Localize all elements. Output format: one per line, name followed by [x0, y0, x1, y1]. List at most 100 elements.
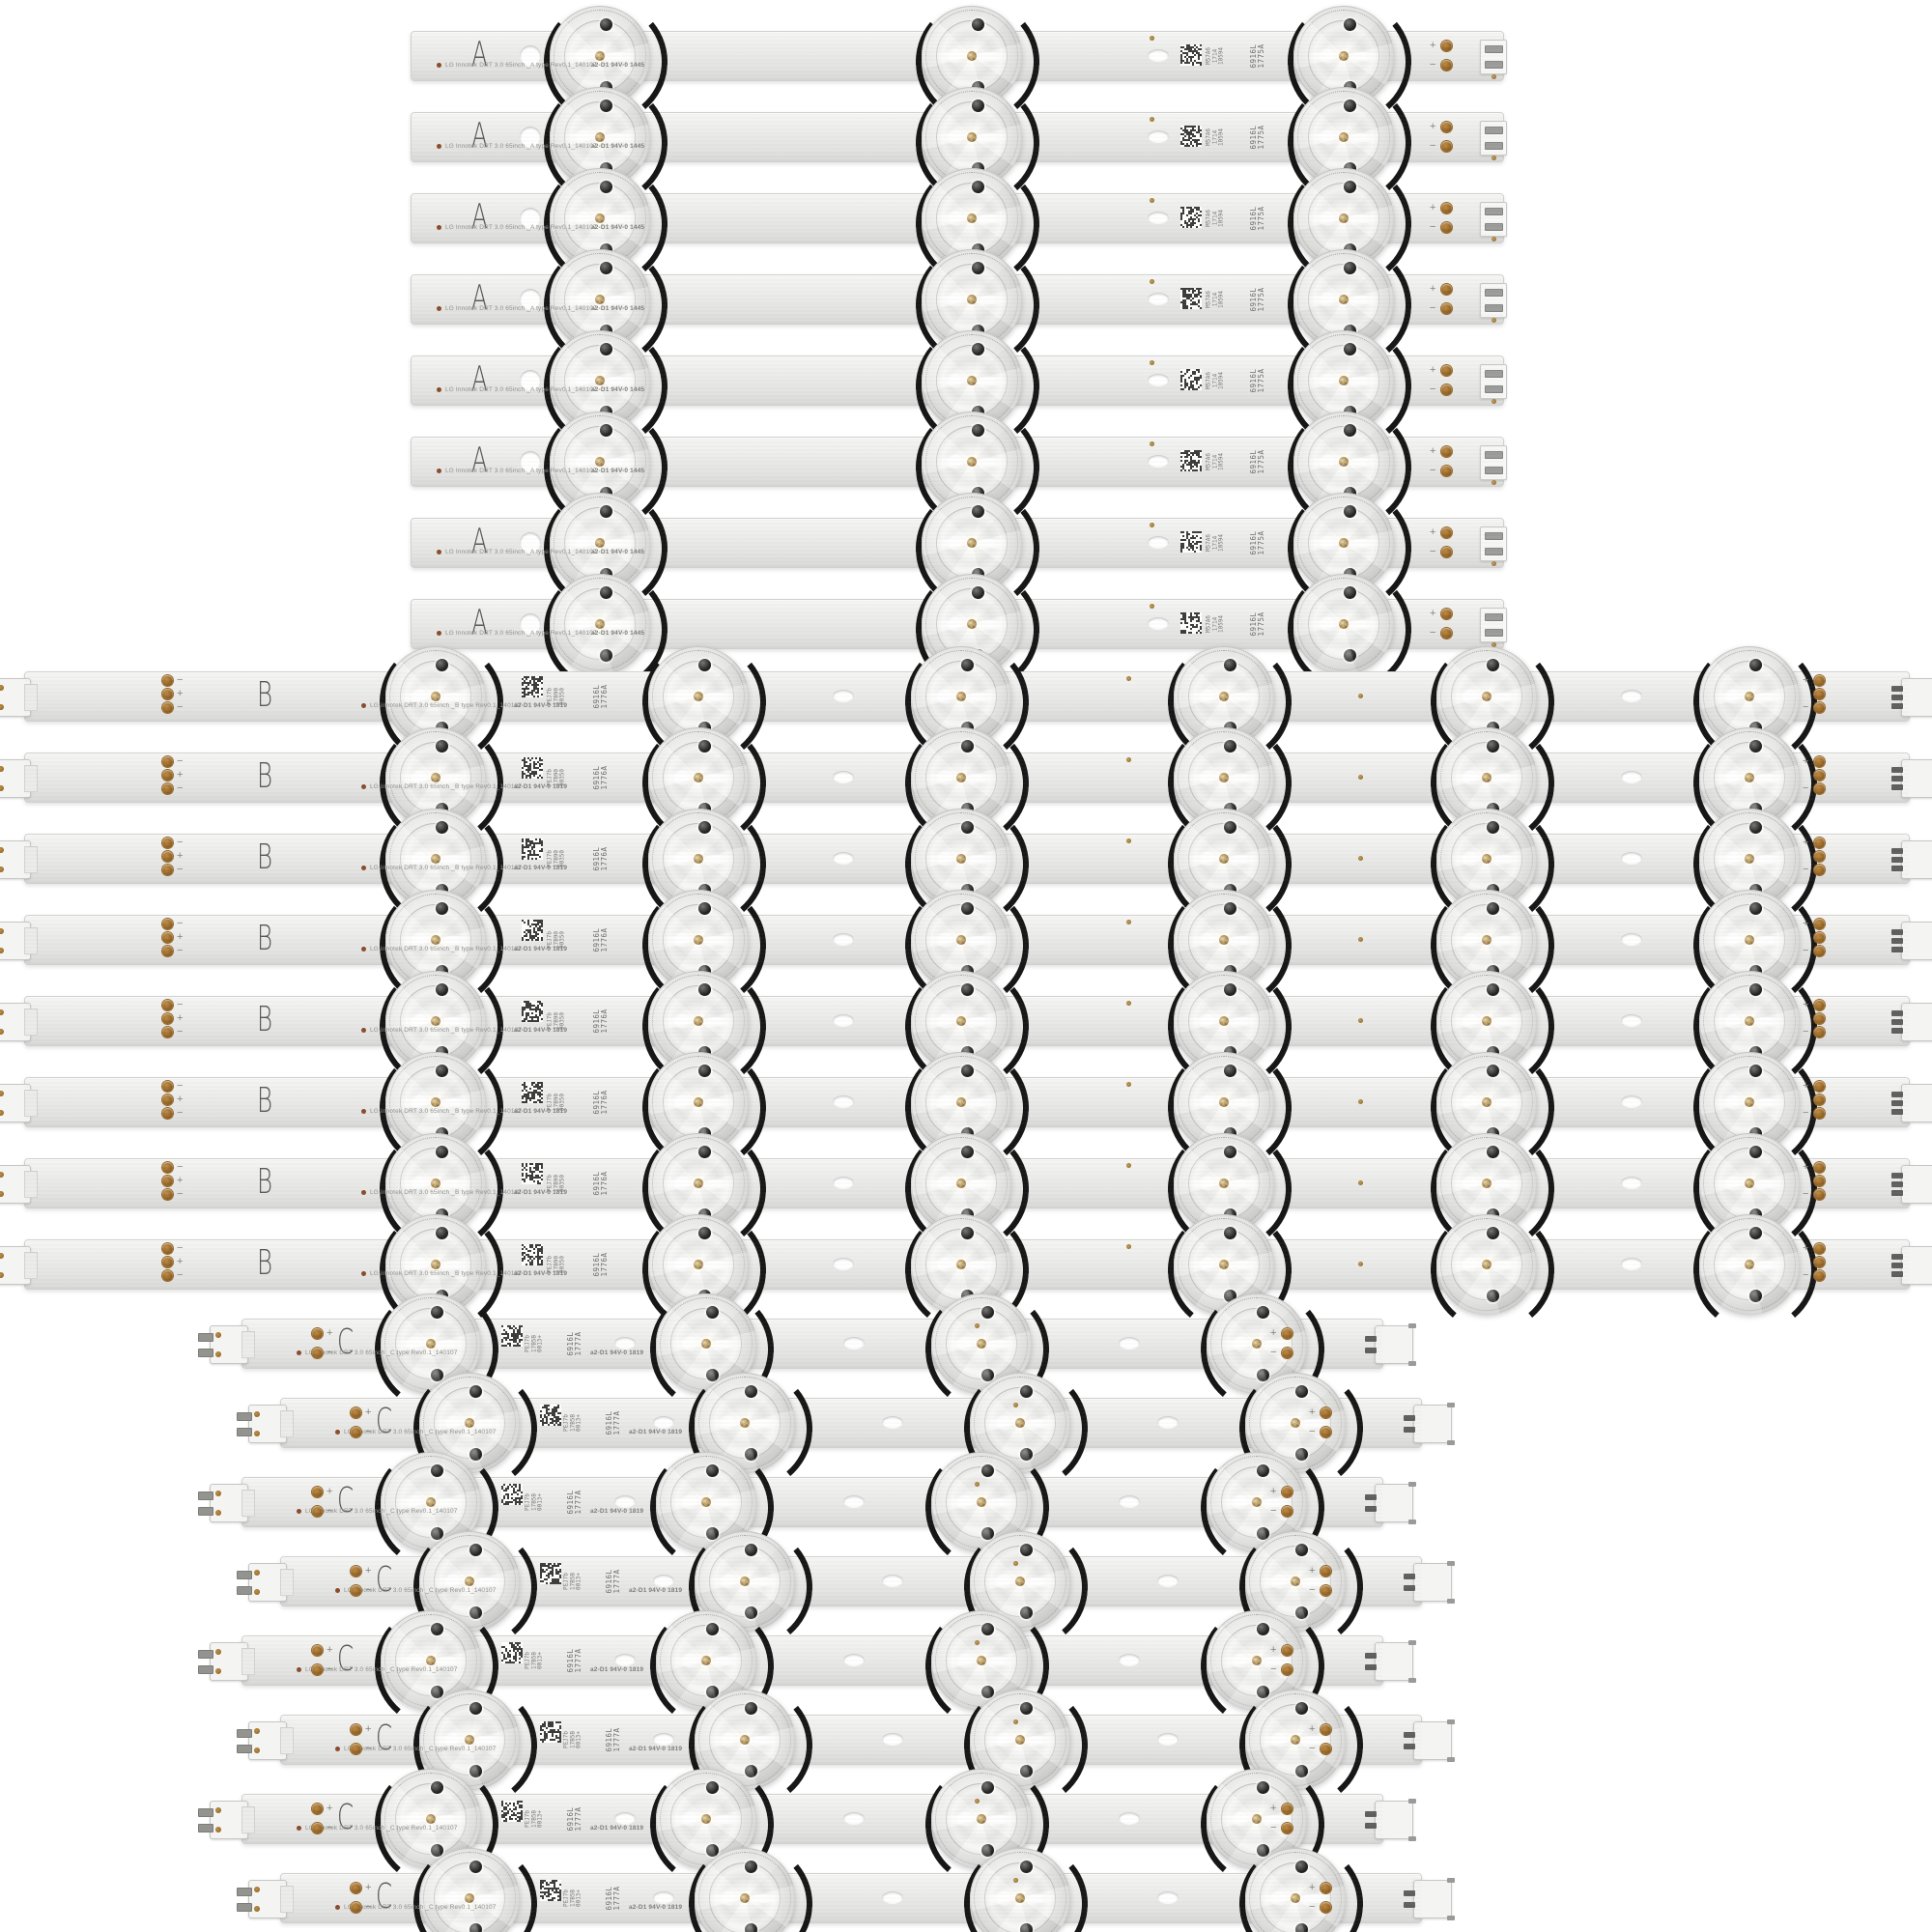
led-lens — [1234, 1678, 1369, 1813]
lens-screw-top — [1749, 1065, 1762, 1077]
right-polarity-sign: − — [1803, 1269, 1809, 1281]
connector-contact — [254, 1747, 260, 1753]
silkscreen-dot-icon — [297, 1350, 301, 1355]
lens-screw-top — [600, 181, 612, 193]
silkscreen-dot-icon — [361, 783, 366, 789]
lens-flare — [401, 1016, 470, 1027]
lens-glint — [1233, 1811, 1248, 1827]
edge-connector-left — [0, 759, 38, 798]
right-pad — [1814, 919, 1825, 929]
edge-connector-right — [1365, 1482, 1416, 1524]
lens-screw-top — [436, 983, 448, 996]
edge-connector-right — [1891, 1084, 1932, 1122]
right-pad — [1282, 1664, 1293, 1675]
led-strip-c-8: C LG Innotek DRT 3.0 65inch _C type Rev0.… — [237, 1836, 1455, 1932]
connector-tab — [1408, 1836, 1416, 1841]
led-chip — [694, 1016, 703, 1026]
silkscreen-print: LG Innotek DRT 3.0 65inch _B type Rev0.1… — [361, 1270, 522, 1277]
mounting-slot — [653, 1733, 674, 1746]
lens-screw-top — [1487, 902, 1499, 915]
right-pad — [1441, 628, 1452, 639]
led-chip — [1745, 1179, 1754, 1188]
lens-screw-top — [698, 740, 711, 753]
led-chip — [1339, 376, 1349, 385]
led-strip-a-8: A LG Innotek DRT 3.0 65inch _A type Rev0.… — [411, 562, 1507, 697]
lens-dome — [550, 493, 650, 593]
right-pad — [1814, 946, 1825, 956]
lens-flare — [1261, 1893, 1330, 1904]
right-polarity-sign: + — [1803, 999, 1809, 1010]
test-point — [1126, 1001, 1131, 1006]
left-pad — [162, 838, 173, 848]
left-pad — [162, 1013, 173, 1024]
lens-screw-top — [1257, 1623, 1269, 1635]
mounting-slot — [1621, 1177, 1642, 1189]
led-strip-b-2: B LG Innotek DRT 3.0 65inch _B type Rev0.… — [0, 716, 1932, 851]
right-pad — [1814, 1027, 1825, 1037]
led-strip-a-1: A LG Innotek DRT 3.0 65inch _A type Rev0.… — [411, 0, 1507, 129]
strip-type-label: C — [376, 1560, 393, 1600]
led-chip — [977, 1339, 986, 1349]
connector-tab — [1447, 1403, 1455, 1407]
lens-flare — [985, 1735, 1055, 1746]
batch-code-text: PEJ7b 17B90 00350 — [546, 1174, 566, 1193]
lens-dome — [1207, 1610, 1307, 1711]
lens-glint — [948, 211, 963, 226]
led-chip — [967, 213, 977, 223]
right-polarity-sign: + — [1803, 674, 1809, 686]
strip-type-label: A — [471, 440, 488, 480]
lens-screw-top — [961, 659, 974, 671]
lens-screw-top — [469, 1544, 482, 1556]
left-polarity-sign: − — [177, 755, 184, 767]
right-polarity-sign: + — [1309, 1406, 1316, 1418]
lens-screw-top — [745, 1861, 757, 1873]
edge-connector-right — [1365, 1323, 1416, 1366]
led-strip-a-2: A LG Innotek DRT 3.0 65inch _A type Rev0.… — [411, 75, 1507, 211]
connector-clip — [1485, 142, 1503, 150]
test-point — [1150, 604, 1154, 609]
lens-screw-top — [1020, 1544, 1033, 1556]
lens-glint — [674, 1257, 690, 1272]
lens-glint — [1320, 292, 1335, 307]
lens-glint — [948, 292, 963, 307]
connector-contact — [0, 704, 4, 710]
connector-blade — [280, 1410, 294, 1437]
lens-screw-top — [436, 740, 448, 753]
left-pad — [312, 1487, 323, 1497]
lens-dome — [1436, 971, 1537, 1071]
silkscreen-text: LG Innotek DRT 3.0 65inch _C type Rev0.1… — [344, 1429, 497, 1435]
ul-rating-text: a2-D1 94V-0 1445 — [591, 224, 645, 231]
connector-tab — [1447, 1440, 1455, 1445]
strip-type-label: C — [337, 1481, 355, 1520]
part-number-text: 6916L 1775A — [1249, 449, 1265, 474]
silkscreen-text: LG Innotek DRT 3.0 65inch _B type Rev0.1… — [370, 702, 523, 709]
right-polarity-sign: − — [1430, 221, 1436, 233]
connector-pin — [1891, 1010, 1903, 1016]
right-pad — [1814, 1162, 1825, 1173]
silkscreen-text: LG Innotek DRT 3.0 65inch _A type Rev0.1… — [445, 305, 597, 312]
connector-pin — [237, 1428, 252, 1436]
silkscreen-dot-icon — [437, 386, 441, 392]
led-chip — [465, 1577, 474, 1586]
lens-glint — [1463, 689, 1478, 704]
lens-dome — [931, 1293, 1032, 1394]
led-lens — [1425, 959, 1560, 1094]
lens-flare — [985, 1893, 1055, 1904]
led-lens — [374, 878, 509, 1013]
led-chip — [694, 935, 703, 945]
lens-glint — [1200, 851, 1215, 867]
batch-code-text: PEJ7b 17B5B 0013+ — [524, 1809, 544, 1829]
right-pad — [1282, 1645, 1293, 1656]
lens-flare — [401, 935, 470, 946]
left-polarity-sign: − — [177, 945, 184, 956]
mounting-slot — [1148, 374, 1169, 386]
right-pad — [1814, 783, 1825, 794]
connector-pin — [237, 1903, 252, 1912]
lens-screw-top — [981, 1306, 994, 1319]
edge-connector-right — [1891, 922, 1932, 960]
connector-contact — [0, 785, 4, 791]
silkscreen-dot-icon — [361, 865, 366, 870]
strip-type-label: B — [257, 1162, 273, 1202]
lens-screw-top — [1344, 424, 1356, 437]
